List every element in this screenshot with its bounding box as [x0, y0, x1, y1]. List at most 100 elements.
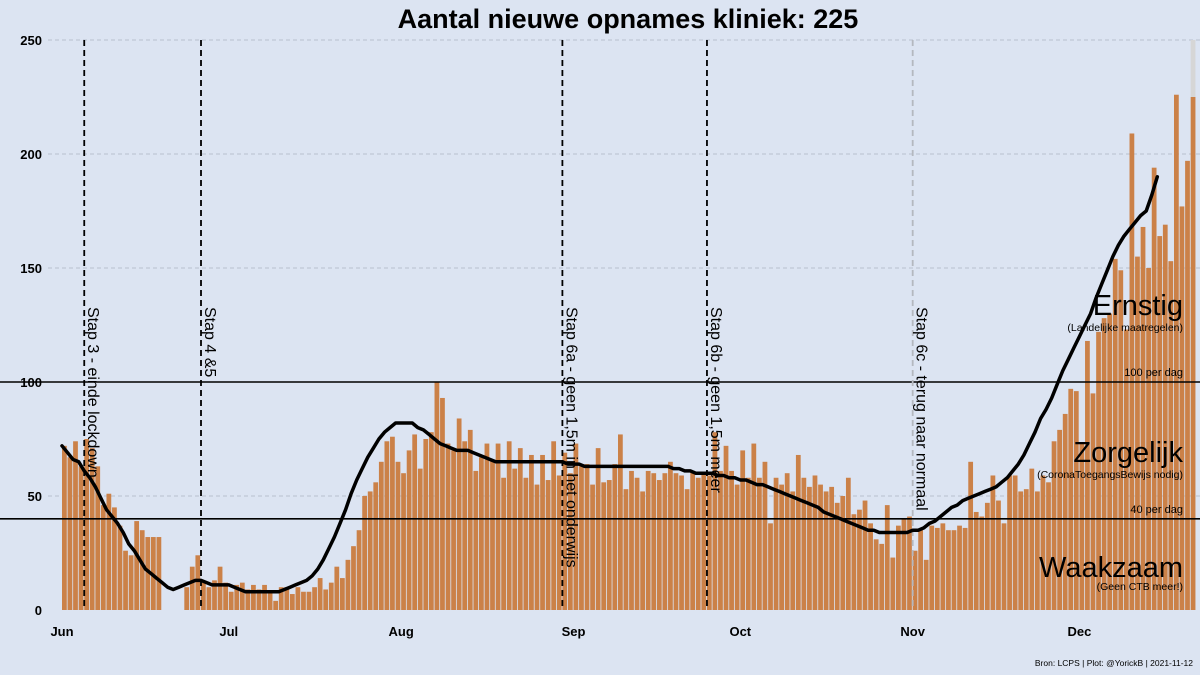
bar: [406, 450, 412, 610]
bar: [184, 587, 190, 610]
bar: [517, 448, 523, 610]
bar: [267, 591, 273, 610]
bar: [1029, 468, 1035, 610]
bar: [251, 584, 256, 610]
bar: [84, 439, 89, 610]
bar: [645, 470, 651, 610]
x-axis-ticks: Jun Jul Aug Sep Oct Nov Dec: [50, 624, 1091, 639]
bar: [668, 461, 673, 610]
bar: [1062, 413, 1068, 610]
bar: [1101, 318, 1107, 610]
bar: [262, 584, 267, 610]
stage-label: Stap 4 &5: [201, 307, 218, 377]
bar: [278, 587, 284, 610]
bar: [462, 441, 468, 610]
reference-line-label: 100 per dag: [1124, 367, 1183, 379]
bar: [701, 473, 707, 610]
x-tick-label: Sep: [562, 624, 586, 639]
bar: [929, 525, 935, 610]
bar: [367, 491, 373, 610]
bar: [62, 445, 67, 610]
bar: [484, 443, 490, 610]
bars: [62, 40, 1196, 611]
stage-label: Stap 6c - terug naar normaal: [913, 307, 930, 511]
y-tick-label: 0: [35, 603, 42, 618]
zone-label: Ernstig: [1093, 290, 1183, 322]
bar: [540, 454, 545, 610]
bar: [201, 582, 206, 610]
bar: [807, 486, 812, 610]
bar: [156, 537, 162, 610]
bar: [1123, 329, 1129, 610]
bar: [690, 470, 696, 610]
bar: [423, 439, 429, 610]
bar: [1001, 523, 1007, 610]
bar: [779, 484, 784, 610]
zone-sublabel: (Landelijke maatregelen): [1067, 322, 1183, 334]
bar: [479, 457, 484, 610]
bar: [78, 466, 84, 610]
bar: [401, 473, 406, 610]
bar: [656, 480, 662, 610]
bar: [918, 530, 923, 610]
bar: [567, 473, 573, 610]
incomplete-bar: [1190, 40, 1196, 97]
x-tick-label: Oct: [729, 624, 751, 639]
bar: [857, 509, 862, 610]
bar: [323, 589, 329, 610]
bar: [345, 559, 351, 610]
bar: [1007, 475, 1012, 610]
bar: [395, 461, 401, 610]
bar: [957, 525, 962, 610]
x-tick-label: Dec: [1068, 624, 1092, 639]
bar: [573, 443, 579, 610]
stage-label: Stap 3 - einde lockdown: [84, 307, 101, 478]
bar: [818, 484, 823, 610]
y-tick-label: 250: [20, 33, 42, 48]
bar: [1174, 94, 1179, 611]
bar: [873, 539, 879, 610]
bar: [634, 477, 640, 610]
zone-labels: Ernstig(Landelijke maatregelen) Zorgelijk…: [1037, 290, 1183, 593]
bar: [1012, 475, 1018, 610]
bar: [284, 587, 290, 610]
bar: [234, 584, 240, 610]
bar: [923, 559, 929, 610]
bar: [740, 450, 746, 610]
bar: [67, 457, 73, 610]
bar: [801, 477, 807, 610]
bar: [390, 436, 395, 610]
bar: [651, 473, 657, 610]
bar: [907, 516, 912, 610]
bar: [289, 594, 295, 610]
bar: [1118, 270, 1124, 610]
bar: [757, 477, 762, 610]
bar: [556, 475, 562, 610]
bar: [973, 511, 979, 610]
bar: [695, 477, 701, 610]
bar: [1107, 313, 1113, 610]
bar: [189, 566, 195, 610]
bar: [529, 454, 534, 610]
bar: [1085, 340, 1090, 610]
y-tick-label: 50: [28, 489, 42, 504]
bar: [1057, 429, 1062, 610]
bar: [412, 434, 418, 610]
bar: [128, 555, 134, 610]
source-note: Bron: LCPS | Plot: @YorickB | 2021-11-12: [1035, 658, 1193, 668]
bar: [584, 464, 590, 610]
bar: [301, 591, 306, 610]
y-tick-label: 200: [20, 147, 42, 162]
bar: [1129, 133, 1135, 611]
bar: [123, 550, 128, 610]
bar: [384, 441, 390, 610]
bar: [334, 566, 340, 610]
bar: [595, 448, 601, 610]
bar: [934, 527, 940, 610]
bar: [551, 441, 557, 610]
bar: [340, 578, 345, 610]
bar: [312, 587, 317, 610]
bar: [545, 480, 551, 610]
bar: [1179, 206, 1185, 610]
